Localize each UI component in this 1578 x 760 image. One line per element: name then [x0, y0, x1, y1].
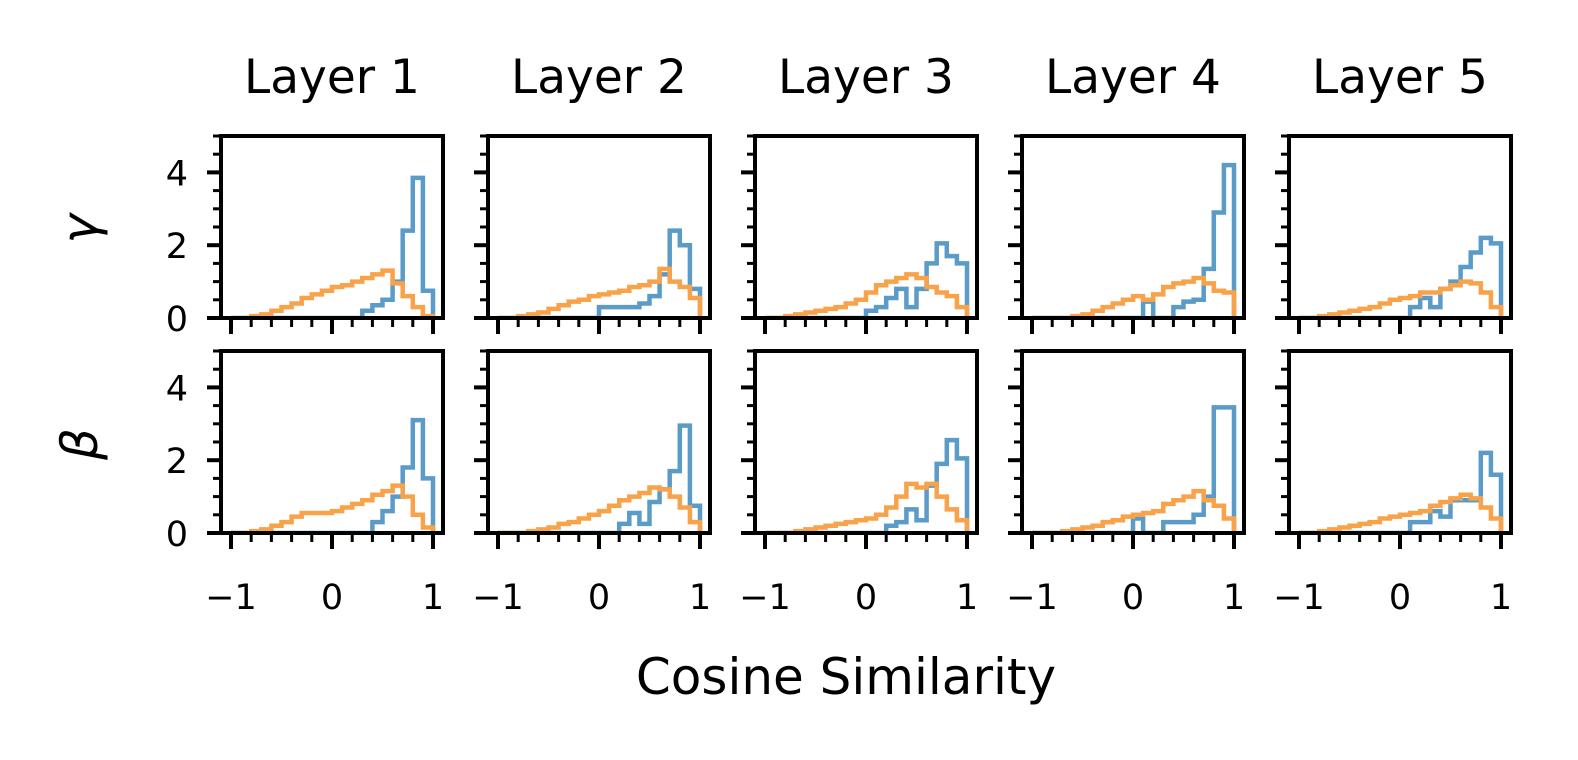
blue-histogram-series — [231, 417, 436, 533]
x-tick-label: 1 — [1490, 578, 1512, 618]
y-tick-label: 0 — [166, 300, 188, 340]
x-tick-label: 0 — [1389, 578, 1411, 618]
x-tick-label: 1 — [689, 578, 711, 618]
y-tick-label: 2 — [166, 442, 188, 482]
blue-histogram-series — [231, 175, 436, 318]
panel-frame — [1020, 134, 1246, 320]
panel-frame — [1287, 349, 1513, 535]
panel-frame — [753, 349, 979, 535]
histogram-panel — [474, 134, 712, 334]
y-tick-label: 2 — [166, 227, 188, 267]
orange-histogram-series — [1299, 492, 1504, 533]
x-tick-label: 0 — [855, 578, 877, 618]
orange-histogram-series — [765, 272, 970, 318]
x-tick-label: 1 — [1223, 578, 1245, 618]
x-axis-label: Cosine Similarity — [636, 648, 1056, 706]
column-title: Layer 4 — [1045, 50, 1221, 105]
blue-histogram-series — [498, 423, 703, 533]
x-tick-label: 1 — [956, 578, 978, 618]
orange-histogram-series — [1299, 279, 1504, 318]
x-tick-label: −1 — [1006, 578, 1058, 618]
x-tick-label: −1 — [205, 578, 257, 618]
histogram-panel: −1 0 1 — [739, 349, 979, 618]
y-tick-label: 4 — [166, 154, 188, 194]
histogram-panel — [1008, 134, 1246, 334]
blue-histogram-series — [1032, 162, 1237, 318]
orange-histogram-series — [1032, 275, 1237, 318]
orange-histogram-series — [498, 266, 703, 318]
y-tick-label: 0 — [166, 515, 188, 555]
column-title: Layer 1 — [244, 50, 420, 105]
y-tick-label: 4 — [166, 369, 188, 409]
panel-frame — [486, 349, 712, 535]
histogram-panel — [741, 134, 979, 334]
histogram-panel: −1 0 1 — [1006, 349, 1246, 618]
orange-histogram-series — [498, 485, 703, 533]
panel-frame — [1287, 134, 1513, 320]
panel-frame — [1020, 349, 1246, 535]
histogram-panel: −1 0 1 — [1273, 349, 1513, 618]
histogram-panel: 0 2 4 — [166, 134, 445, 340]
blue-histogram-series — [1032, 405, 1237, 533]
orange-histogram-series — [231, 483, 436, 533]
x-tick-label: −1 — [739, 578, 791, 618]
row-label: γ — [51, 212, 109, 244]
column-title: Layer 3 — [778, 50, 954, 105]
x-tick-label: −1 — [472, 578, 524, 618]
row-label: β — [51, 428, 109, 461]
blue-histogram-series — [765, 437, 970, 533]
x-tick-label: 1 — [422, 578, 444, 618]
orange-histogram-series — [231, 268, 436, 318]
orange-histogram-series — [765, 481, 970, 533]
panel-frame — [486, 134, 712, 320]
blue-histogram-series — [1299, 450, 1504, 533]
orange-histogram-series — [1032, 488, 1237, 533]
histogram-panel — [1275, 134, 1513, 334]
histogram-panel: 0 2 4 −1 0 1 — [166, 349, 445, 618]
blue-histogram-series — [765, 241, 970, 318]
blue-histogram-series — [1299, 235, 1504, 318]
column-title: Layer 5 — [1312, 50, 1488, 105]
x-tick-label: 0 — [1122, 578, 1144, 618]
column-title: Layer 2 — [511, 50, 687, 105]
histogram-panel: −1 0 1 — [472, 349, 712, 618]
x-tick-label: 0 — [321, 578, 343, 618]
x-tick-label: 0 — [588, 578, 610, 618]
panel-frame — [219, 349, 445, 535]
x-tick-label: −1 — [1273, 578, 1325, 618]
blue-histogram-series — [498, 228, 703, 318]
